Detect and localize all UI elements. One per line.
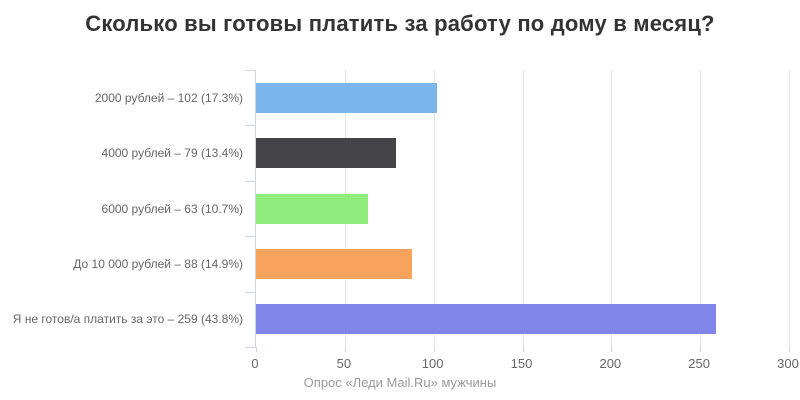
value-axis-tick-label: 300	[777, 356, 799, 371]
bar-1[interactable]	[256, 83, 437, 113]
bar-5[interactable]	[256, 304, 716, 334]
bar-2[interactable]	[256, 138, 396, 168]
chart-title: Сколько вы готовы платить за работу по д…	[85, 11, 715, 36]
value-axis-tick-label: 100	[421, 356, 444, 371]
value-axis-tick	[522, 347, 524, 352]
value-axis-tick-label: 250	[688, 356, 711, 371]
gridline	[789, 70, 790, 347]
gridline	[611, 70, 613, 347]
bar-3[interactable]	[256, 194, 368, 224]
value-axis-tick-label: 0	[251, 356, 259, 371]
category-axis-tick	[245, 292, 256, 293]
value-axis-tick-label: 200	[599, 356, 622, 371]
category-label: До 10 000 рублей – 88 (14.9%)	[73, 257, 243, 271]
value-axis-tick	[256, 347, 257, 352]
category-label: 2000 рублей – 102 (17.3%)	[94, 91, 243, 105]
plot-area	[245, 70, 790, 352]
gridline	[433, 70, 435, 347]
category-label: 4000 рублей – 79 (13.4%)	[101, 146, 243, 160]
category-axis-tick	[245, 125, 256, 126]
category-label: 6000 рублей – 63 (10.7%)	[101, 202, 243, 216]
value-axis-tick	[433, 347, 435, 352]
value-axis-tick-label: 150	[510, 356, 533, 371]
category-axis-tick	[245, 70, 256, 71]
value-axis-tick-label: 50	[336, 356, 352, 371]
value-axis-tick	[344, 347, 346, 352]
bar-4[interactable]	[256, 249, 412, 279]
gridline	[700, 70, 702, 347]
category-axis-tick	[245, 236, 256, 237]
value-axis-tick	[789, 347, 790, 352]
gridline	[522, 70, 524, 347]
value-axis-tick	[611, 347, 613, 352]
value-axis-tick	[700, 347, 702, 352]
chart-footnote: Опрос «Леди Mail.Ru» мужчины	[303, 375, 497, 390]
category-label: Я не готов/а платить за это – 259 (43.8%…	[12, 312, 243, 326]
category-axis-tick	[245, 181, 256, 182]
category-axis-tick	[245, 347, 256, 348]
